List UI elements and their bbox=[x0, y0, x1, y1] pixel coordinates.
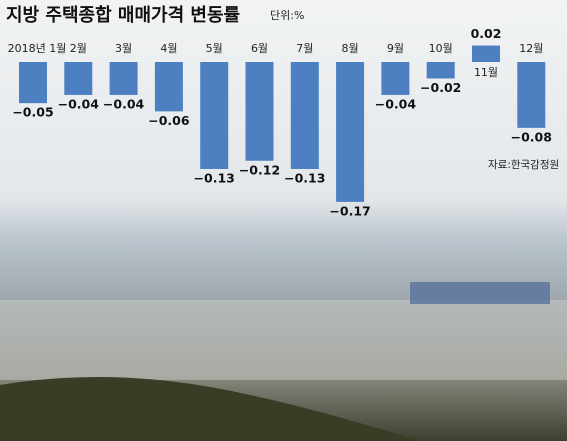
source: 자료:한국감정원 bbox=[488, 159, 559, 171]
x-tick-label: 3월 bbox=[115, 42, 132, 55]
x-tick-label: 11월 bbox=[474, 66, 498, 79]
bar bbox=[472, 45, 500, 62]
value-label: −0.17 bbox=[329, 203, 370, 218]
x-tick-label: 12월 bbox=[519, 42, 543, 55]
value-label: −0.04 bbox=[375, 96, 417, 111]
value-label: −0.04 bbox=[58, 96, 100, 111]
x-tick-label: 5월 bbox=[206, 42, 223, 55]
x-tick-label: 4월 bbox=[160, 42, 177, 55]
value-label: −0.05 bbox=[12, 105, 53, 120]
bar bbox=[426, 62, 455, 79]
city bbox=[0, 300, 567, 380]
bar bbox=[19, 62, 47, 104]
x-tick-label: 2018년 1월 bbox=[8, 42, 67, 55]
x-tick-label: 6월 bbox=[251, 42, 268, 55]
x-tick-label: 8월 bbox=[342, 42, 359, 55]
bar bbox=[517, 62, 546, 128]
value-label: −0.04 bbox=[103, 96, 145, 111]
bar bbox=[381, 62, 410, 95]
bar bbox=[200, 62, 229, 169]
bar bbox=[109, 62, 138, 95]
unit: 단위:% bbox=[270, 9, 304, 22]
bar bbox=[336, 62, 365, 202]
bar bbox=[290, 62, 319, 169]
bar bbox=[154, 62, 183, 112]
value-label: −0.08 bbox=[511, 129, 552, 144]
x-tick-label: 2월 bbox=[70, 42, 87, 55]
value-label: −0.02 bbox=[420, 80, 461, 95]
x-tick-label: 7월 bbox=[296, 42, 313, 55]
hill bbox=[0, 377, 420, 441]
value-label: −0.13 bbox=[194, 170, 235, 185]
value-label: −0.06 bbox=[148, 113, 190, 128]
x-tick-label: 10월 bbox=[429, 42, 453, 55]
x-tick-label: 9월 bbox=[387, 42, 404, 55]
value-label: −0.13 bbox=[284, 170, 325, 185]
ship bbox=[410, 282, 550, 304]
bar bbox=[64, 62, 93, 95]
chart-title: 지방 주택종합 매매가격 변동률 bbox=[6, 4, 240, 26]
value-label: −0.12 bbox=[239, 162, 280, 177]
bar bbox=[245, 62, 274, 161]
value-label: 0.02 bbox=[471, 26, 502, 41]
